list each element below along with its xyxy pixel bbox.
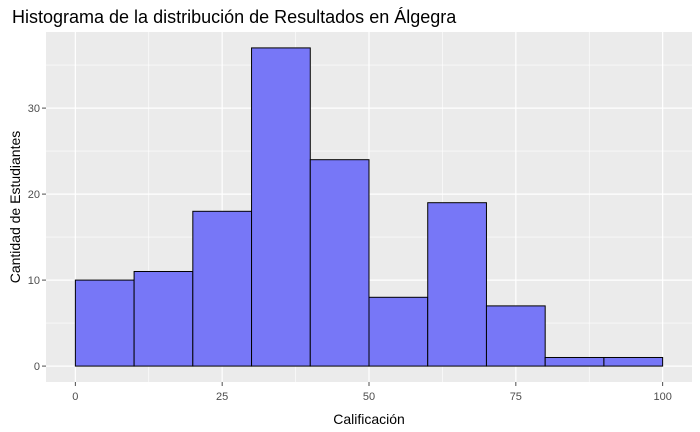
x-axis-label: Calificación [333, 411, 405, 427]
histogram-bar [427, 202, 487, 367]
chart-title: Histograma de la distribución de Resulta… [12, 7, 457, 27]
histogram-bar [544, 356, 605, 367]
histogram-bar [133, 270, 194, 367]
y-tick-label: 20 [28, 189, 40, 201]
bars [74, 47, 664, 367]
histogram-bar [74, 279, 135, 367]
x-axis-ticks: 0 25 50 75 100 [72, 382, 672, 403]
y-axis-label: Cantidad de Estudiantes [7, 131, 23, 284]
y-tick-label: 0 [34, 361, 40, 373]
x-tick-label: 100 [653, 391, 671, 403]
y-axis-ticks: 0 10 20 30 [28, 103, 46, 373]
x-tick-label: 75 [510, 391, 522, 403]
histogram-bar [603, 356, 664, 367]
histogram-bar [309, 159, 370, 367]
histogram-bar [192, 210, 253, 367]
histogram-bar [368, 296, 429, 367]
histogram-bar [251, 47, 311, 367]
x-tick-label: 0 [72, 391, 78, 403]
x-tick-label: 25 [216, 391, 228, 403]
x-tick-label: 50 [363, 391, 375, 403]
histogram-bar [485, 305, 546, 367]
y-tick-label: 10 [28, 275, 40, 287]
y-tick-label: 30 [28, 103, 40, 115]
